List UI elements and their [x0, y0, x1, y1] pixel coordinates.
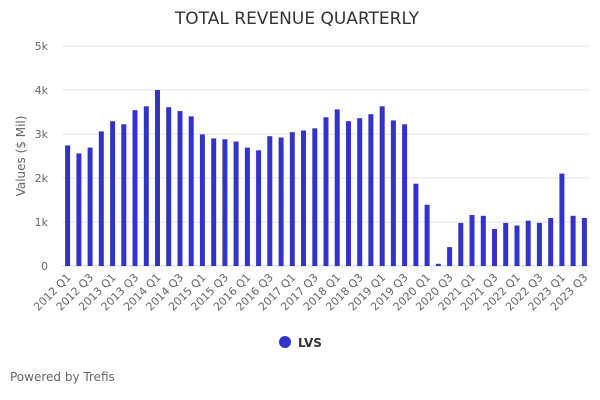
bar-2014-q3[interactable] — [177, 111, 183, 266]
bar-2020-q3[interactable] — [447, 247, 453, 266]
bar-2012-q4[interactable] — [98, 131, 104, 266]
bar-2017-q3[interactable] — [312, 128, 318, 266]
y-tick-label: 5k — [35, 40, 49, 53]
bar-2015-q1[interactable] — [199, 134, 205, 266]
bar-2023-q2[interactable] — [570, 215, 576, 266]
chart-title: TOTAL REVENUE QUARTERLY — [174, 9, 420, 29]
bar-2017-q1[interactable] — [289, 132, 295, 266]
bar-2014-q2[interactable] — [166, 107, 172, 266]
y-axis-label: Values ($ Mil) — [14, 116, 28, 197]
bar-2015-q3[interactable] — [222, 139, 228, 266]
y-tick-label: 4k — [35, 84, 49, 97]
bar-2019-q4[interactable] — [413, 183, 419, 266]
bar-2016-q3[interactable] — [267, 136, 273, 266]
bar-2020-q1[interactable] — [424, 204, 430, 266]
bar-2018-q2[interactable] — [346, 121, 351, 266]
legend-label-lvs[interactable]: LVS — [298, 336, 322, 350]
bar-2022-q1[interactable] — [514, 225, 520, 267]
bar-2016-q2[interactable] — [256, 150, 262, 266]
y-axis-ticks: 0 1k 2k 3k 4k 5k — [35, 40, 49, 273]
bar-2021-q2[interactable] — [480, 215, 486, 266]
bar-2018-q3[interactable] — [357, 118, 363, 266]
bar-2018-q4[interactable] — [368, 114, 374, 266]
bar-2014-q4[interactable] — [188, 116, 194, 267]
bar-2017-q2[interactable] — [301, 130, 306, 267]
bar-2020-q2[interactable] — [435, 263, 441, 266]
legend[interactable]: LVS — [279, 336, 322, 350]
bars — [65, 90, 587, 267]
bar-2014-q1[interactable] — [155, 90, 160, 266]
bar-2019-q2[interactable] — [390, 120, 396, 267]
bar-2019-q1[interactable] — [379, 106, 385, 266]
bar-2023-q3[interactable] — [581, 218, 587, 266]
bar-2021-q1[interactable] — [469, 215, 475, 266]
bar-2021-q4[interactable] — [503, 222, 509, 266]
bar-2022-q3[interactable] — [536, 222, 542, 266]
bar-2012-q3[interactable] — [87, 147, 93, 266]
bar-2017-q4[interactable] — [323, 117, 329, 266]
bar-2013-q2[interactable] — [121, 124, 127, 266]
y-tick-label: 3k — [35, 128, 49, 141]
bar-2013-q3[interactable] — [132, 110, 138, 266]
bar-2021-q3[interactable] — [492, 229, 497, 266]
bar-2012-q1[interactable] — [65, 145, 71, 266]
bar-2016-q4[interactable] — [278, 137, 284, 267]
bar-2019-q3[interactable] — [402, 124, 408, 266]
bar-2020-q4[interactable] — [458, 222, 464, 266]
bar-2013-q1[interactable] — [110, 121, 116, 266]
bar-2022-q4[interactable] — [548, 218, 554, 266]
bar-2015-q4[interactable] — [233, 141, 239, 267]
legend-marker-lvs — [279, 336, 291, 348]
y-tick-label: 0 — [41, 260, 48, 273]
y-tick-label: 2k — [35, 172, 49, 185]
y-tick-label: 1k — [35, 216, 49, 229]
bar-2022-q2[interactable] — [525, 220, 531, 266]
bar-2016-q1[interactable] — [244, 147, 250, 266]
bar-2015-q2[interactable] — [211, 138, 217, 266]
bar-2013-q4[interactable] — [143, 106, 149, 266]
bar-2023-q1[interactable] — [559, 173, 565, 266]
powered-by-footer: Powered by Trefis — [10, 370, 115, 384]
bar-2018-q1[interactable] — [334, 109, 340, 267]
bar-2012-q2[interactable] — [76, 153, 82, 266]
